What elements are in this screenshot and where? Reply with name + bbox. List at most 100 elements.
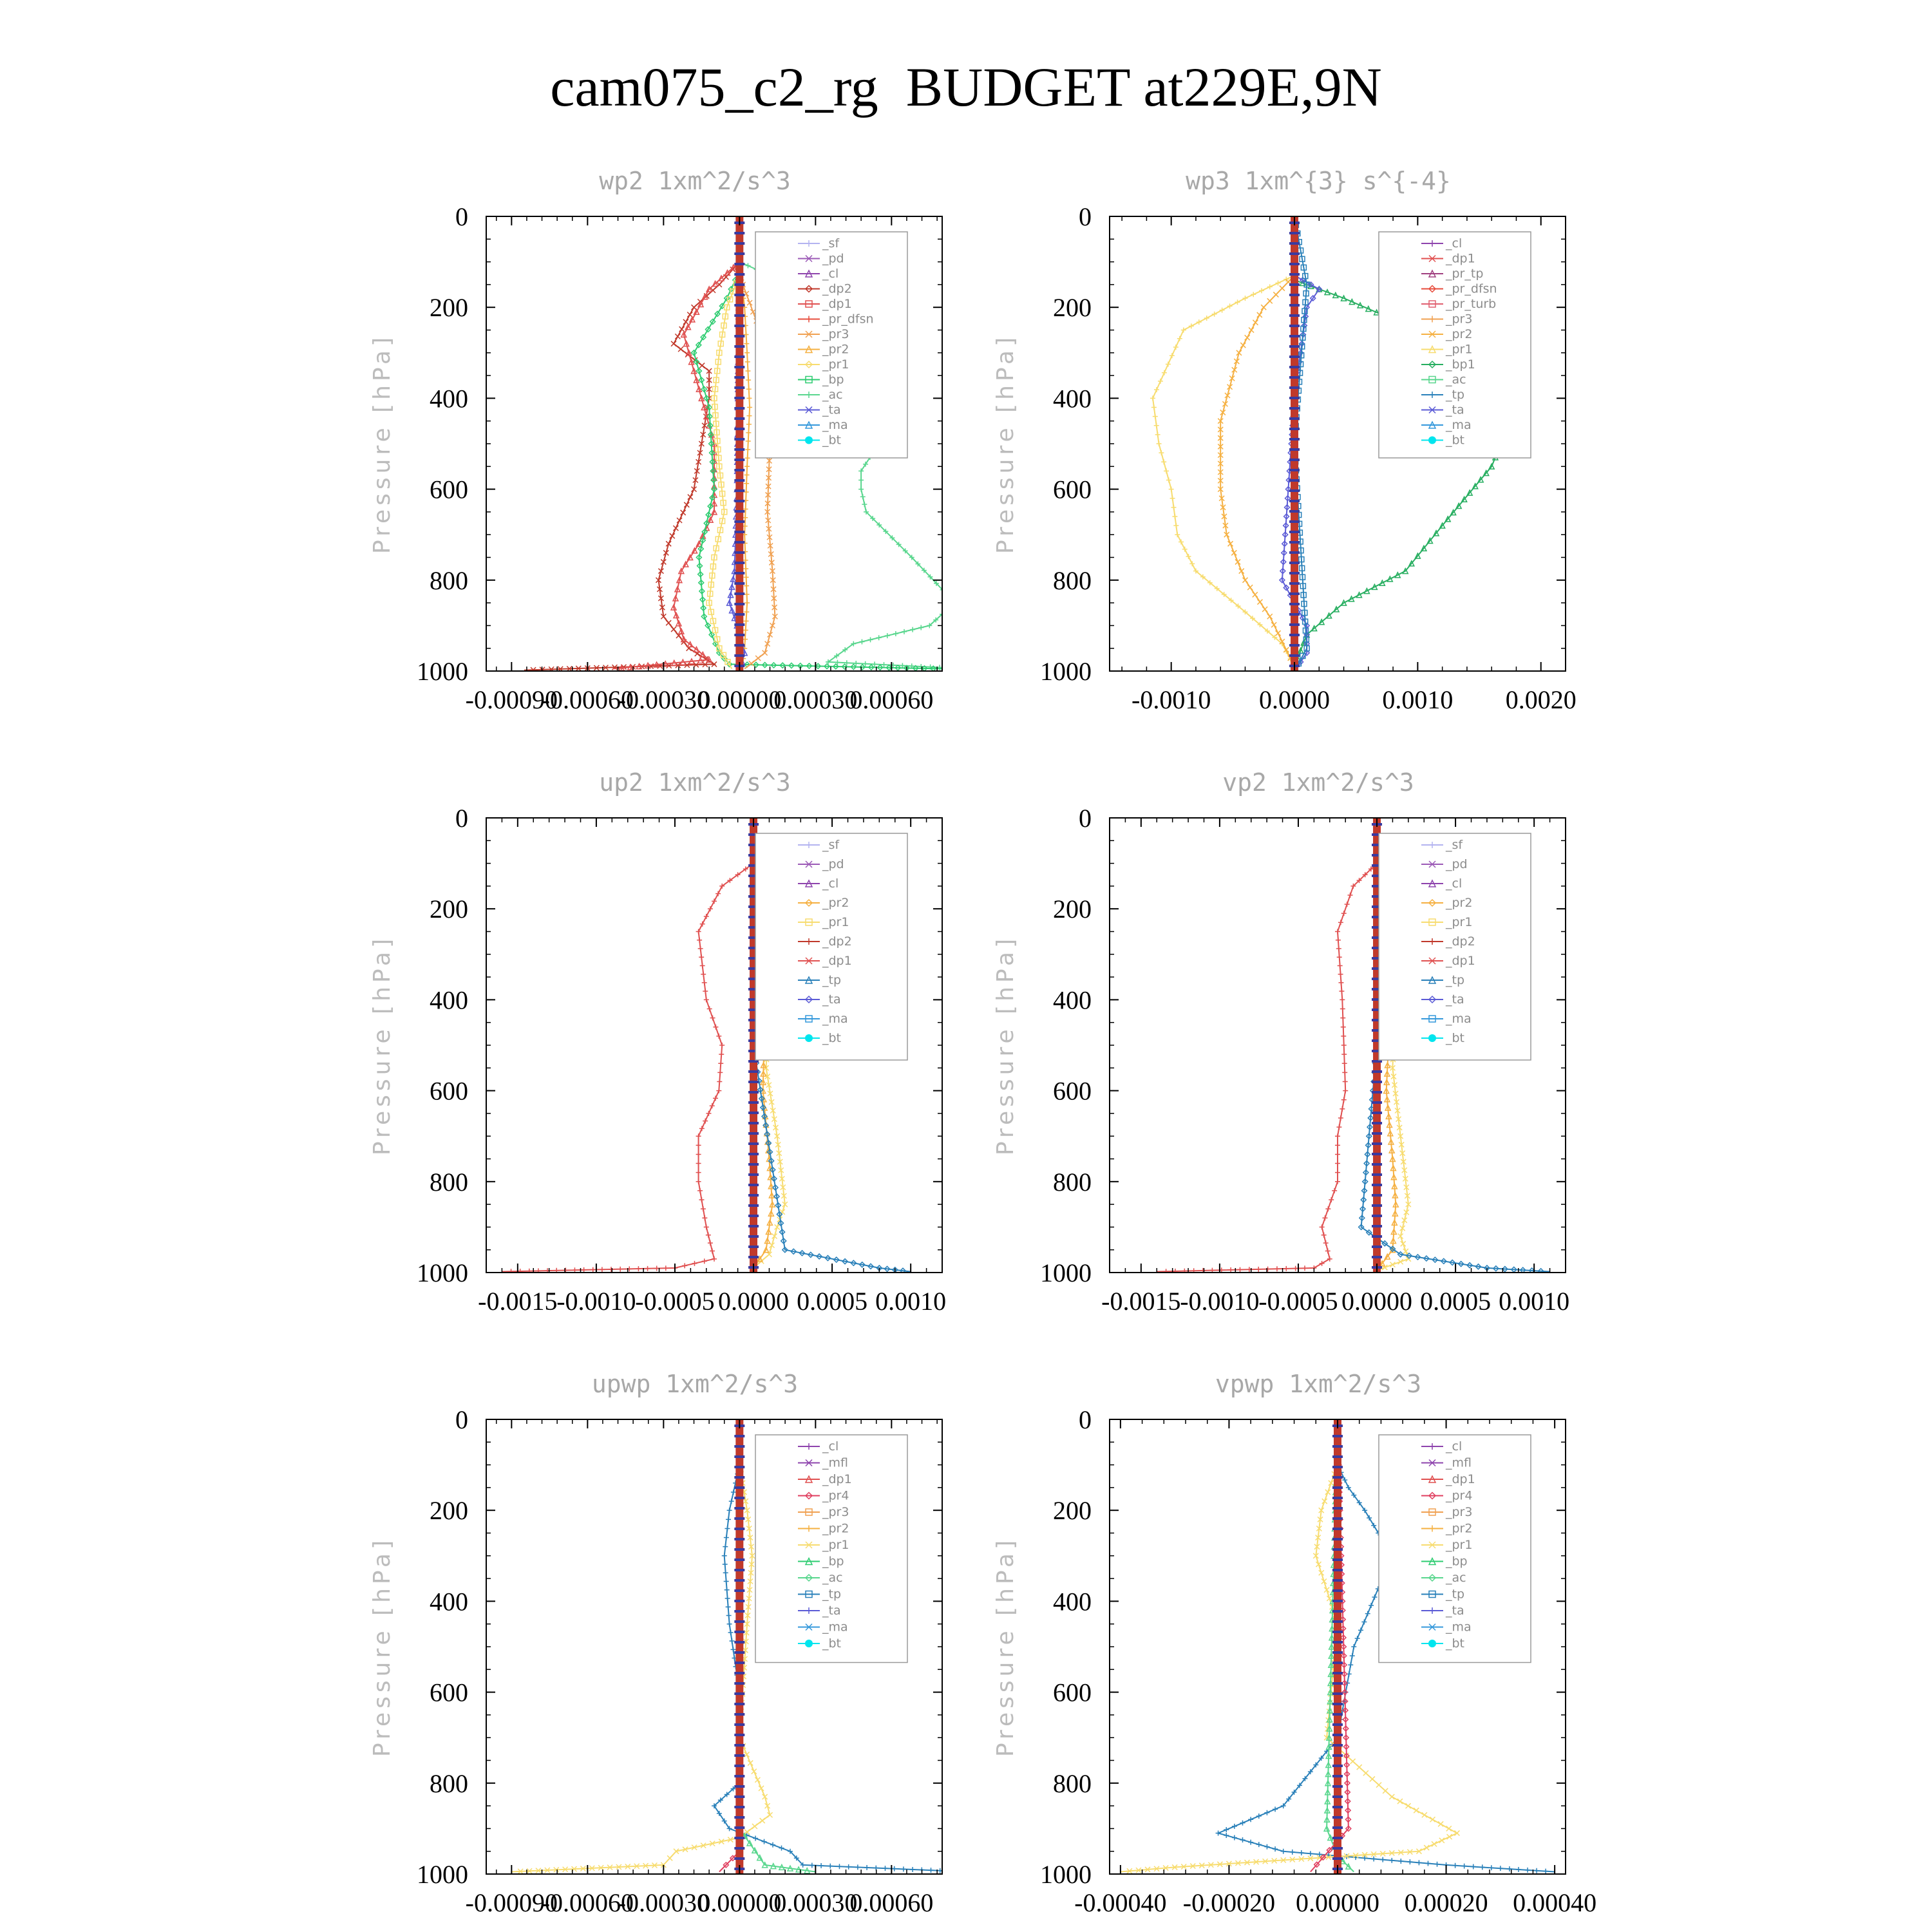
legend-label: _pr_dfsn [822,312,874,327]
zero-band [735,216,744,671]
legend-label: _ta [1445,1604,1464,1618]
legend-marker [1428,1623,1436,1631]
y-axis-label: Pressure [hPa] [992,935,1019,1155]
x-tick-label: -0.00060 [542,1888,634,1917]
x-tick-label: 0.0000 [1259,685,1330,714]
legend-marker [1428,1475,1437,1483]
y-tick-label: 1000 [1040,657,1092,686]
y-tick-label: 800 [430,1168,468,1197]
chart-panel-1: wp3 1xm^{3} s^{-4} Pressure [hPa] 0 200 400 6… [992,167,1577,714]
legend-marker [805,918,813,926]
x-tick-label: 0.0010 [1382,685,1453,714]
x-tick-label: -0.00060 [542,685,634,714]
legend-label: _pr2 [1445,896,1472,910]
legend: _sf_pd_cl_dp2_dp1_pr_dfsn_pr3 _pr2_pr1_bp… [755,231,908,459]
legend-label: _pr2 [822,1522,849,1536]
series-line-_pr1 [1151,274,1295,667]
legend-label: _pr1 [1445,1538,1472,1552]
x-tick-label: 0.00000 [697,1888,781,1917]
legend-label: _ac [1445,1571,1466,1585]
x-tick-label: 0.00060 [849,1888,933,1917]
legend-label: _pr_tp [1445,267,1483,281]
legend-label: _cl [1445,876,1462,891]
legend-marker [804,898,813,907]
legend-box [1378,1434,1531,1663]
legend-marker [805,406,813,414]
legend-label: _pd [822,857,844,871]
legend-marker [804,1557,813,1566]
legend-marker [1428,918,1436,926]
y-tick-label: 400 [430,384,468,413]
legend-marker [1428,957,1436,965]
legend-label: _pr1 [822,915,849,929]
legend-label: _ma [822,1012,848,1026]
legend-marker [804,269,813,278]
legend-label: _ta [822,1604,841,1618]
legend-label: _pr2 [822,896,849,910]
series-group [524,216,942,671]
legend-label: _ma [1445,418,1472,432]
legend-marker [805,1640,813,1647]
y-tick-label: 200 [430,293,468,322]
legend-label: _bt [1445,1031,1464,1045]
y-tick-label: 600 [430,1678,468,1707]
series-markers-_pr1 [1150,272,1298,662]
panel-title: vp2 1xm^2/s^3 [1222,768,1414,797]
legend-label: _pr4 [1445,1489,1472,1503]
legend-marker [1428,345,1437,354]
legend-marker [1429,316,1435,323]
legend-label: _ma [1445,1620,1472,1634]
legend-label: _dp1 [1445,954,1475,968]
legend-label: _cl [822,267,838,281]
legend-label: _bt [1445,1636,1464,1651]
x-tick-label: -0.00020 [1183,1888,1275,1917]
y-tick-label: 1000 [417,1860,468,1889]
y-tick-label: 400 [1053,1587,1092,1616]
series-markers-_pr2 [1217,272,1298,661]
legend-marker [1428,1590,1436,1598]
series-line-_dp2 [524,261,741,671]
series-line-_dp1 [1157,862,1378,1273]
legend-marker [806,1607,812,1614]
series-line-_pr1 [708,275,741,670]
legend-marker [804,360,813,369]
legend-marker [1429,1525,1435,1532]
legend-label: _ta [1445,403,1464,417]
legend-label: _pr3 [1445,1505,1472,1519]
y-tick-label: 200 [430,895,468,923]
legend-label: _tp [1445,388,1464,402]
y-axis-label: Pressure [hPa] [369,1537,395,1757]
chart-panel-5: vpwp 1xm^2/s^3 Pressure [hPa] 0 200 400 600 80… [992,1370,1596,1917]
panel-title: up2 1xm^2/s^3 [599,768,790,797]
legend-label: _pr2 [822,343,849,357]
legend-marker [1429,1607,1435,1614]
x-tick-label: -0.0010 [556,1287,636,1316]
legend-label: _bt [822,1031,841,1045]
legend-marker [1428,1492,1437,1500]
legend-marker [1428,1573,1437,1582]
legend-marker [1428,1557,1437,1566]
legend-label: _tp [822,1587,841,1602]
legend-label: _pr1 [1445,915,1472,929]
chart-panel-0: wp2 1xm^2/s^3 Pressure [hPa] 0 200 400 600 800… [369,167,943,714]
legend-label: _ma [822,418,848,432]
y-tick-label: 200 [1053,895,1092,923]
legend-marker [806,392,812,398]
legend-label: _cl [822,876,838,891]
legend-label: _pr_turb [1445,297,1496,311]
legend-box [755,833,908,1061]
y-tick-label: 0 [455,804,468,833]
legend-marker [1428,269,1437,278]
x-tick-label: -0.0015 [478,1287,557,1316]
x-tick-label: 0.00030 [773,685,857,714]
legend-label: _pr2 [1445,1522,1472,1536]
y-tick-label: 400 [1053,384,1092,413]
legend-marker [1428,1541,1436,1549]
legend-marker [1428,436,1436,444]
legend-marker [804,1492,813,1500]
y-tick-label: 1000 [1040,1258,1092,1287]
legend-marker [1428,285,1437,293]
legend-label: _dp1 [1445,1472,1475,1486]
legend-marker [806,240,812,247]
